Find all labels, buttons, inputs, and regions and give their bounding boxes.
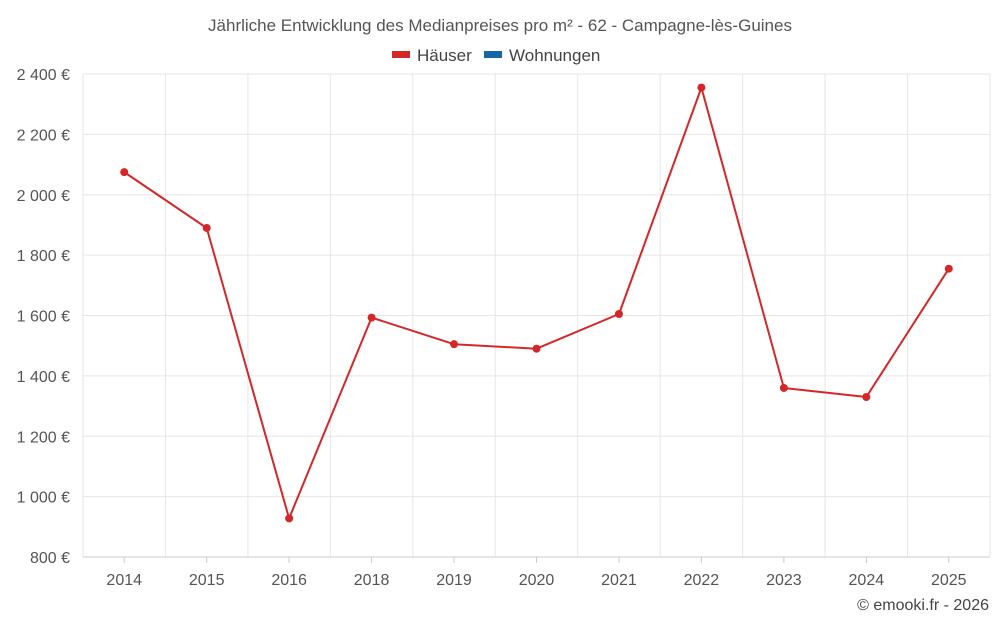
data-point[interactable] — [367, 313, 376, 322]
data-point[interactable] — [944, 264, 953, 273]
y-tick-label: 1 800 € — [17, 248, 70, 265]
legend-swatch-wohnungen — [484, 51, 502, 58]
chart-title: Jährliche Entwicklung des Medianpreises … — [208, 16, 792, 35]
x-tick-label: 2023 — [766, 572, 802, 589]
data-point[interactable] — [862, 393, 871, 402]
y-tick-label: 1 200 € — [17, 429, 70, 446]
legend: Häuser Wohnungen — [392, 46, 600, 65]
x-axis: 2014 2015 2016 2018 2019 2020 2021 2022 2023 2024… — [83, 556, 990, 589]
legend-item-wohnungen[interactable]: Wohnungen — [484, 46, 600, 65]
grid — [82, 73, 991, 558]
data-point[interactable] — [120, 168, 129, 177]
y-tick-label: 1 600 € — [17, 309, 70, 326]
credit-text: © emooki.fr - 2026 — [857, 597, 989, 614]
x-tick-label: 2022 — [684, 572, 720, 589]
x-tick-label: 2021 — [601, 572, 637, 589]
y-tick-label: 2 400 € — [17, 67, 70, 84]
data-point[interactable] — [779, 383, 788, 392]
data-point[interactable] — [614, 309, 623, 318]
data-point[interactable] — [285, 514, 294, 523]
data-point[interactable] — [202, 223, 211, 232]
y-tick-label: 800 € — [30, 550, 70, 567]
x-tick-label: 2020 — [519, 572, 555, 589]
legend-label-wohnungen: Wohnungen — [509, 46, 600, 65]
data-point[interactable] — [697, 83, 706, 92]
y-tick-label: 1 400 € — [17, 369, 70, 386]
y-tick-label: 2 200 € — [17, 127, 70, 144]
legend-swatch-haeuser — [392, 51, 410, 58]
x-tick-label: 2014 — [106, 572, 142, 589]
x-tick-label: 2018 — [354, 572, 390, 589]
x-tick-label: 2016 — [271, 572, 307, 589]
legend-item-haeuser[interactable]: Häuser — [392, 46, 472, 65]
y-tick-label: 1 000 € — [17, 490, 70, 507]
x-tick-label: 2019 — [436, 572, 472, 589]
x-tick-label: 2025 — [931, 572, 967, 589]
series-layer — [120, 83, 953, 523]
y-tick-label: 2 000 € — [17, 188, 70, 205]
y-axis: 800 € 1 000 € 1 200 € 1 400 € 1 600 € 1 800 €… — [17, 67, 70, 567]
data-point[interactable] — [532, 344, 541, 353]
x-tick-label: 2015 — [189, 572, 225, 589]
x-tick-label: 2024 — [849, 572, 885, 589]
data-point[interactable] — [450, 340, 459, 349]
legend-label-haeuser: Häuser — [417, 46, 472, 65]
